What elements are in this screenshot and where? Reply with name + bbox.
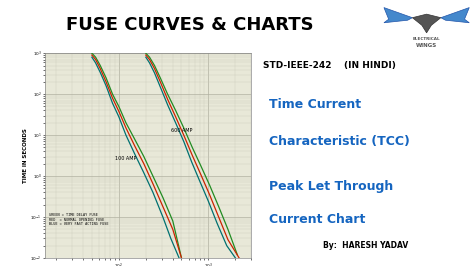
Text: FUSE CURVES & CHARTS: FUSE CURVES & CHARTS [66, 16, 313, 34]
Text: Current Chart: Current Chart [269, 213, 365, 226]
Text: Peak Let Through: Peak Let Through [269, 180, 393, 193]
Text: Characteristic (TCC): Characteristic (TCC) [269, 135, 410, 148]
Y-axis label: TIME IN SECONDS: TIME IN SECONDS [23, 128, 28, 183]
Text: 600 AMP: 600 AMP [171, 128, 192, 133]
Text: ELECTRICAL: ELECTRICAL [413, 38, 440, 41]
Text: STD-IEEE-242    (IN HINDI): STD-IEEE-242 (IN HINDI) [263, 61, 395, 70]
Text: WINGS: WINGS [416, 43, 437, 48]
Polygon shape [441, 8, 469, 23]
Polygon shape [412, 14, 441, 33]
Polygon shape [384, 8, 412, 23]
Text: GREEN = TIME DELAY FUSE
RED  = NORMAL OPENING FUSE
BLUE = VERY FAST ACTING FUSE: GREEN = TIME DELAY FUSE RED = NORMAL OPE… [49, 213, 109, 226]
Text: Time Current: Time Current [269, 98, 361, 111]
Text: By:  HARESH YADAV: By: HARESH YADAV [323, 241, 408, 250]
Text: 100 AMP: 100 AMP [115, 156, 136, 161]
